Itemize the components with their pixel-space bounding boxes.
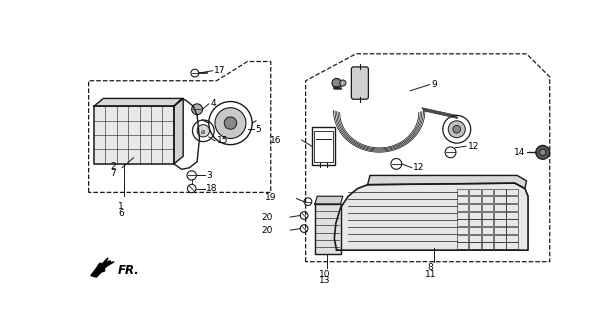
Bar	[506, 235, 518, 242]
Text: 9: 9	[431, 80, 437, 89]
Polygon shape	[91, 263, 107, 277]
Bar	[456, 188, 468, 196]
Bar	[506, 196, 518, 203]
Polygon shape	[94, 106, 174, 164]
Polygon shape	[334, 183, 528, 250]
Bar	[506, 204, 518, 211]
Circle shape	[453, 125, 461, 133]
Circle shape	[332, 78, 341, 88]
Bar	[494, 196, 506, 203]
Bar	[456, 219, 468, 226]
FancyBboxPatch shape	[351, 67, 368, 99]
Polygon shape	[368, 175, 527, 188]
Bar	[482, 204, 493, 211]
Bar	[494, 188, 506, 196]
Bar	[506, 227, 518, 234]
Bar	[456, 227, 468, 234]
Bar	[494, 227, 506, 234]
Bar	[469, 196, 480, 203]
Bar	[469, 212, 480, 219]
Bar	[506, 243, 518, 249]
Text: 13: 13	[319, 276, 331, 285]
Text: FR.: FR.	[117, 264, 139, 277]
Bar	[482, 227, 493, 234]
Text: 6: 6	[118, 210, 124, 219]
Bar	[494, 212, 506, 219]
Text: 20: 20	[261, 212, 272, 221]
Text: 5: 5	[255, 125, 261, 134]
Circle shape	[536, 145, 549, 159]
Bar	[482, 243, 493, 249]
Bar	[456, 212, 468, 219]
Polygon shape	[174, 99, 183, 164]
Text: 10: 10	[319, 269, 331, 278]
Circle shape	[197, 124, 209, 137]
Bar	[456, 204, 468, 211]
Circle shape	[340, 80, 346, 86]
Bar	[469, 243, 480, 249]
Text: 12: 12	[468, 142, 479, 151]
Text: 11: 11	[424, 270, 436, 279]
Text: ⌀: ⌀	[201, 129, 206, 135]
Bar	[482, 212, 493, 219]
Text: 19: 19	[265, 193, 276, 202]
Text: 3: 3	[206, 171, 212, 180]
Bar	[494, 204, 506, 211]
Circle shape	[224, 117, 237, 129]
Bar	[482, 188, 493, 196]
Text: 14: 14	[514, 148, 525, 157]
Bar	[482, 219, 493, 226]
Bar	[482, 235, 493, 242]
Bar	[456, 235, 468, 242]
Polygon shape	[91, 258, 114, 276]
Bar	[482, 196, 493, 203]
Bar	[494, 243, 506, 249]
Text: 15: 15	[216, 136, 228, 145]
Text: 4: 4	[210, 99, 216, 108]
Bar	[469, 188, 480, 196]
Circle shape	[215, 108, 246, 139]
Text: 12: 12	[413, 163, 424, 172]
Circle shape	[540, 149, 546, 156]
Bar	[494, 219, 506, 226]
Bar	[469, 219, 480, 226]
Text: 17: 17	[214, 66, 225, 75]
Bar	[494, 235, 506, 242]
Bar	[469, 204, 480, 211]
Circle shape	[448, 121, 465, 138]
Bar	[312, 127, 335, 165]
Bar	[506, 212, 518, 219]
Circle shape	[192, 104, 203, 115]
Text: 20: 20	[261, 226, 272, 235]
Polygon shape	[94, 99, 183, 106]
Bar	[506, 219, 518, 226]
Bar	[456, 243, 468, 249]
Bar	[456, 196, 468, 203]
Text: 18: 18	[206, 184, 218, 193]
Polygon shape	[315, 196, 343, 204]
Bar	[469, 227, 480, 234]
Text: 1: 1	[118, 202, 124, 211]
Text: 2: 2	[110, 163, 116, 172]
Polygon shape	[315, 204, 341, 254]
Text: 7: 7	[110, 169, 116, 179]
Bar	[469, 235, 480, 242]
Text: 8: 8	[428, 263, 433, 272]
Bar	[314, 131, 333, 162]
Bar	[506, 188, 518, 196]
Text: 16: 16	[270, 136, 282, 145]
